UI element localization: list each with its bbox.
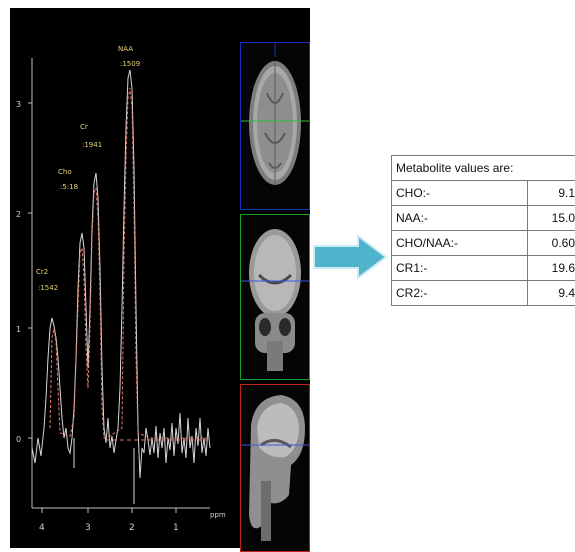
brain-axial-image [241, 43, 309, 209]
x-ticks [42, 508, 176, 513]
metabolite-value: 0.60 [528, 231, 575, 256]
metabolite-value: 15.0 [528, 206, 575, 231]
y-tick-label: 1 [16, 325, 21, 334]
peak-name-cr: Cr [80, 123, 88, 131]
metabolite-label: CHO/NAA:- [392, 231, 528, 256]
metabolite-table: Metabolite values are: CHO:- 9.1 NAA:- 1… [391, 155, 575, 306]
x-unit-label: ppm [210, 511, 226, 519]
table-row: CHO:- 9.1 [392, 181, 575, 206]
brain-sagittal-image [241, 385, 309, 551]
metabolite-label: CHO:- [392, 181, 528, 206]
metabolite-label: CR2:- [392, 281, 528, 306]
y-tick-label: 0 [16, 435, 21, 444]
metabolite-value: 19.6 [528, 256, 575, 281]
x-tick-label: 2 [129, 523, 135, 533]
table-title: Metabolite values are: [392, 156, 575, 181]
metabolite-value: 9.1 [528, 181, 575, 206]
table-row: NAA:- 15.0 [392, 206, 575, 231]
peak-value-cr: :1941 [82, 141, 102, 149]
y-tick-label: 3 [16, 100, 21, 109]
peak-name-cr2: Cr2 [36, 268, 48, 276]
x-tick-label: 3 [85, 523, 91, 533]
x-tick-label: 1 [173, 523, 179, 533]
y-ticks [28, 103, 32, 438]
mri-coronal-view [240, 214, 310, 380]
x-tick-label: 4 [39, 523, 45, 533]
metabolite-label: NAA:- [392, 206, 528, 231]
mr-spectrum-panel: 3 2 1 0 4 3 2 1 ppm NAA :1509 Cr :1941 C… [10, 8, 310, 548]
metabolite-label: CR1:- [392, 256, 528, 281]
peak-value-cho: :5:18 [60, 183, 78, 191]
peak-name-cho: Cho [58, 168, 72, 176]
peak-name-naa: NAA [118, 45, 133, 53]
mri-sagittal-view [240, 384, 310, 552]
y-tick-label: 2 [16, 210, 21, 219]
spectrum-trace [32, 70, 210, 478]
fit-curve [50, 88, 210, 438]
brain-coronal-image [241, 215, 309, 379]
mri-axial-view [240, 42, 310, 210]
table-row: CHO/NAA:- 0.60 [392, 231, 575, 256]
table-row: CR2:- 9.4 [392, 281, 575, 306]
metabolite-value: 9.4 [528, 281, 575, 306]
table-title-row: Metabolite values are: [392, 156, 575, 181]
peak-value-naa: :1509 [120, 60, 140, 68]
arrow-right-icon [310, 232, 390, 282]
peak-value-cr2: :1542 [38, 284, 58, 292]
table-row: CR1:- 19.6 [392, 256, 575, 281]
